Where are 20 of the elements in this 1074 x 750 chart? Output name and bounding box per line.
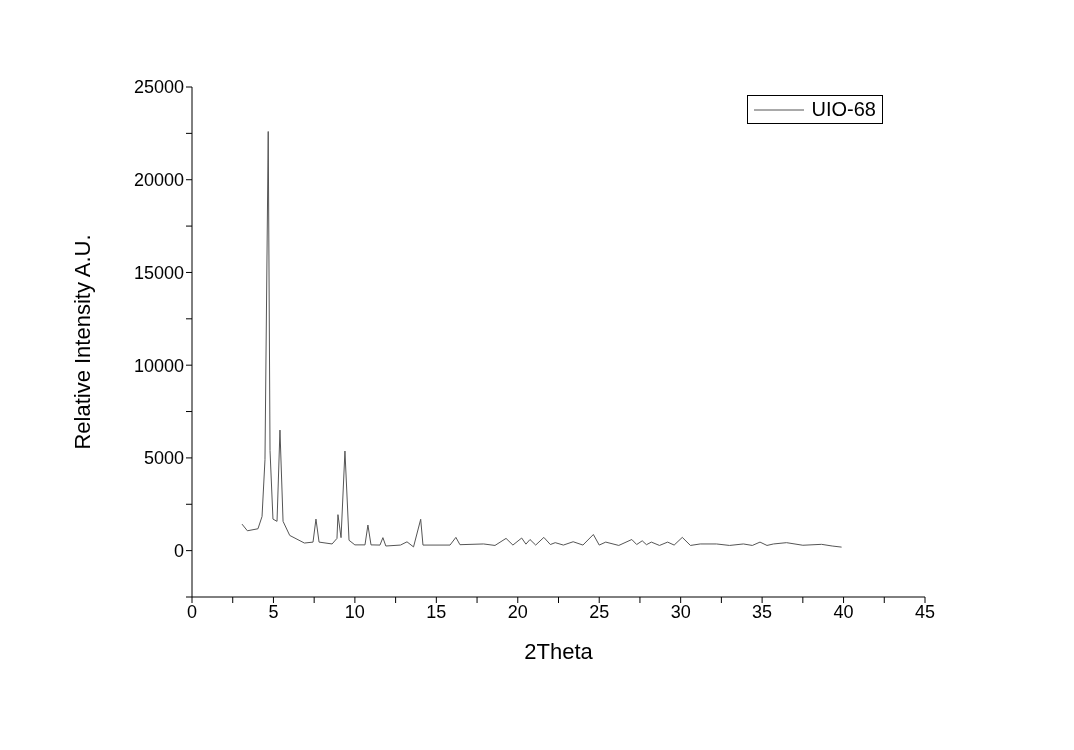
y-tick-label: 20000 [133, 170, 184, 191]
x-tick-label: 20 [507, 601, 528, 622]
y-tick-label: 15000 [133, 262, 184, 283]
x-tick-label: 15 [426, 601, 447, 622]
x-tick-label: 5 [268, 601, 279, 622]
y-tick-label: 25000 [133, 77, 184, 98]
x-tick-label: 40 [833, 601, 854, 622]
x-tick-label: 45 [914, 601, 936, 622]
y-axis-title: Relative Intensity A.U. [69, 234, 95, 450]
x-tick-label: 0 [186, 601, 198, 622]
x-tick-label: 25 [589, 601, 610, 622]
x-tick-label: 35 [752, 601, 773, 622]
y-tick-label: 0 [173, 541, 184, 562]
x-tick-label: 30 [670, 601, 691, 622]
legend-label: UIO-68 [811, 98, 876, 121]
y-tick-label: 10000 [133, 355, 184, 376]
x-tick-label: 10 [344, 601, 365, 622]
y-tick-label: 5000 [143, 448, 184, 469]
line-series [241, 131, 843, 548]
x-axis-title: 2Theta [524, 639, 594, 664]
